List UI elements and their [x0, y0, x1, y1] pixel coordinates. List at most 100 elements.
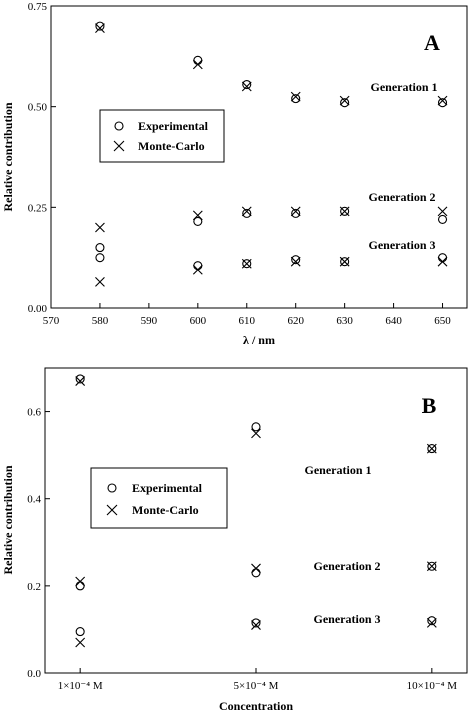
- a-point-monte-carlo: [95, 276, 105, 287]
- panel-b-legend-x-marker: [106, 504, 118, 516]
- panel-a-plot-frame: [50, 5, 468, 309]
- a-y-tick-label: 0.25: [28, 202, 48, 214]
- panel-a-legend-x-marker: [113, 140, 125, 152]
- a-point-monte-carlo: [241, 206, 252, 217]
- a-x-tick-label: 580: [92, 315, 109, 327]
- a-x-tick-label: 630: [336, 315, 353, 327]
- panel-a-x-axis-label: λ / nm: [243, 333, 275, 347]
- b-y-tick-label: 0.2: [27, 581, 41, 593]
- b-point-experimental: [427, 444, 437, 454]
- panel-a-legend-monte-carlo: Monte-Carlo: [138, 139, 205, 153]
- a-x-tick-label: 590: [141, 315, 158, 327]
- panel-b-legend: Experimental Monte-Carlo: [90, 467, 228, 529]
- b-point-monte-carlo: [426, 561, 437, 572]
- a-point-experimental: [193, 216, 203, 226]
- a-point-experimental: [291, 208, 301, 218]
- panel-b-ticks: 1×10⁻⁴ M 5×10⁻⁴ M 10×10⁻⁴ M 0.0 0.2 0.4 0.6: [27, 407, 457, 692]
- a-point-experimental: [291, 94, 301, 104]
- a-point-monte-carlo: [95, 222, 105, 233]
- panel-b-legend-monte-carlo: Monte-Carlo: [132, 503, 199, 517]
- b-point-monte-carlo: [75, 637, 86, 648]
- panel-a-legend-box: [99, 109, 225, 163]
- a-point-experimental: [340, 257, 350, 267]
- a-y-tick-label: 0.75: [28, 1, 48, 13]
- b-point-experimental: [251, 422, 261, 432]
- a-point-experimental: [291, 255, 301, 265]
- b-point-experimental: [75, 627, 85, 637]
- panel-b-x-axis-label: Concentration: [219, 699, 293, 713]
- a-point-experimental: [242, 208, 252, 218]
- b-point-experimental: [251, 568, 261, 578]
- a-point-experimental: [95, 21, 105, 31]
- b-x-tick-label: 5×10⁻⁴ M: [234, 680, 279, 692]
- panel-b-annotation-gen1: Generation 1: [305, 463, 372, 477]
- panel-a-legend: Experimental Monte-Carlo: [99, 109, 225, 163]
- b-point-monte-carlo: [75, 376, 86, 386]
- a-point-monte-carlo: [241, 81, 252, 92]
- a-x-tick-label: 620: [287, 315, 304, 327]
- a-x-tick-label: 640: [385, 315, 402, 327]
- b-point-experimental: [427, 616, 437, 626]
- a-point-monte-carlo: [339, 256, 350, 267]
- b-point-monte-carlo: [75, 576, 86, 587]
- b-y-tick-label: 0.0: [27, 668, 41, 680]
- panel-a: 570 580 590 600 610 620 630 640 650 0.00 0.25 0.50 0…: [1, 1, 468, 347]
- panel-b-legend-circle-marker: [107, 483, 117, 493]
- panel-a-label: A: [424, 30, 440, 55]
- a-point-experimental: [340, 98, 350, 108]
- panel-a-marks: [95, 21, 448, 287]
- panel-a-legend-circle-marker: [114, 121, 124, 131]
- a-y-tick-label: 0.00: [28, 303, 48, 315]
- a-x-tick-label: 610: [239, 315, 256, 327]
- a-x-tick-label: 600: [190, 315, 207, 327]
- b-point-experimental: [75, 374, 85, 384]
- panel-a-annotation-gen2: Generation 2: [369, 190, 436, 204]
- panel-a-annotation-gen1: Generation 1: [371, 80, 438, 94]
- a-point-monte-carlo: [290, 206, 301, 217]
- panel-b-marks: [75, 374, 437, 648]
- a-point-experimental: [193, 261, 203, 271]
- panel-b-y-axis-label: Relative contribution: [1, 465, 15, 574]
- a-point-experimental: [437, 214, 448, 224]
- a-point-monte-carlo: [437, 256, 448, 267]
- panel-a-legend-experimental: Experimental: [138, 119, 209, 133]
- panel-b-label: B: [422, 393, 437, 418]
- a-point-experimental: [95, 243, 105, 253]
- b-point-experimental: [75, 581, 85, 591]
- b-x-tick-label: 10×10⁻⁴ M: [407, 680, 458, 692]
- b-point-experimental: [427, 561, 437, 571]
- b-y-tick-label: 0.4: [27, 494, 41, 506]
- a-point-experimental: [193, 55, 203, 65]
- b-point-monte-carlo: [251, 563, 261, 574]
- a-point-monte-carlo: [241, 258, 252, 269]
- panel-a-ticks: 570 580 590 600 610 620 630 640 650 0.00 0.25 0.50 0…: [28, 1, 452, 327]
- a-x-tick-label: 570: [43, 315, 60, 327]
- b-y-tick-label: 0.6: [27, 407, 41, 419]
- a-x-tick-label: 650: [434, 315, 451, 327]
- b-point-monte-carlo: [426, 618, 437, 628]
- a-point-monte-carlo: [192, 210, 203, 221]
- a-point-monte-carlo: [437, 206, 448, 217]
- a-point-experimental: [437, 253, 448, 263]
- b-x-tick-label: 1×10⁻⁴ M: [58, 680, 103, 692]
- panel-b-legend-box: [90, 467, 228, 529]
- b-point-monte-carlo: [251, 428, 261, 439]
- b-point-monte-carlo: [426, 443, 437, 454]
- panel-b-annotation-gen3: Generation 3: [314, 612, 381, 626]
- a-point-monte-carlo: [192, 59, 203, 70]
- a-y-tick-label: 0.50: [28, 102, 48, 114]
- a-point-monte-carlo: [192, 264, 203, 275]
- a-point-experimental: [242, 259, 252, 269]
- a-point-monte-carlo: [437, 95, 448, 106]
- panel-b: 1×10⁻⁴ M 5×10⁻⁴ M 10×10⁻⁴ M0.00.20.40.6 B …: [1, 367, 468, 713]
- panel-a-y-axis-label: Relative contribution: [1, 102, 15, 211]
- b-point-experimental: [251, 618, 261, 628]
- a-point-experimental: [437, 98, 448, 108]
- a-point-experimental: [340, 206, 350, 216]
- a-point-monte-carlo: [290, 256, 301, 267]
- a-point-monte-carlo: [290, 91, 301, 102]
- a-point-experimental: [95, 253, 105, 263]
- a-point-experimental: [242, 79, 252, 90]
- a-point-monte-carlo: [339, 206, 350, 217]
